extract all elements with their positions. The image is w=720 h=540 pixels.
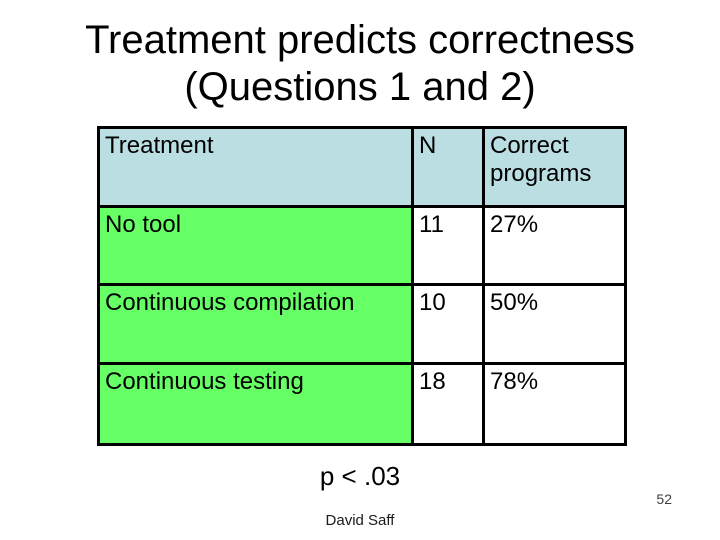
cell-n-continuous-testing: 18 <box>411 362 485 446</box>
cell-n-no-tool: 11 <box>411 205 485 286</box>
cell-treatment-no-tool: No tool <box>97 205 414 286</box>
table-row: Continuous testing 18 78% <box>97 362 627 446</box>
slide-title-line-2: (Questions 1 and 2) <box>184 65 536 109</box>
col-header-n: N <box>411 126 485 208</box>
table-row: No tool 11 27% <box>97 205 627 286</box>
p-value-text: p < .03 <box>319 461 401 491</box>
cell-correct-continuous-compilation: 50% <box>482 283 627 365</box>
cell-correct-no-tool: 27% <box>482 205 627 286</box>
slide-title-line-1: Treatment predicts correctness <box>85 18 635 62</box>
table-header-row: Treatment N Correct programs <box>97 126 627 208</box>
footer-author: David Saff <box>325 512 395 529</box>
cell-n-continuous-compilation: 10 <box>411 283 485 365</box>
slide-title: Treatment predicts correctness (Question… <box>0 17 720 111</box>
cell-treatment-continuous-compilation: Continuous compilation <box>97 283 414 365</box>
col-header-treatment: Treatment <box>97 126 414 208</box>
table-row: Continuous compilation 10 50% <box>97 283 627 365</box>
page-number: 52 <box>656 491 672 507</box>
col-header-correct-programs: Correct programs <box>482 126 627 208</box>
cell-treatment-continuous-testing: Continuous testing <box>97 362 414 446</box>
cell-correct-continuous-testing: 78% <box>482 362 627 446</box>
results-table: Treatment N Correct programs No tool 11 … <box>97 126 627 446</box>
